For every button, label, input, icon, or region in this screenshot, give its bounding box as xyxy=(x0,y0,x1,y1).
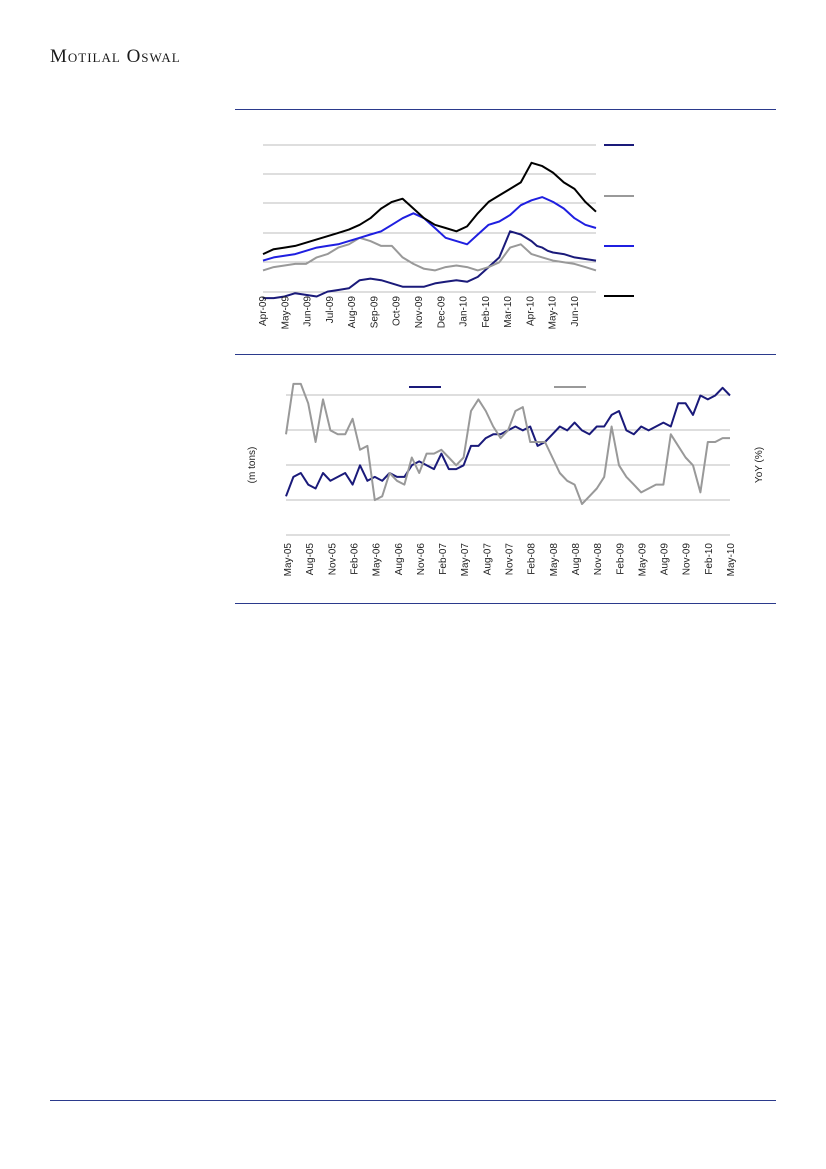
chart2-series xyxy=(285,382,731,505)
chart1-x-tick-label: Mar-10 xyxy=(503,296,514,328)
chart1-grid xyxy=(263,144,596,293)
chart2-x-tick-label: Feb-07 xyxy=(438,543,449,575)
chart2-x-tick-label: May-07 xyxy=(460,543,471,577)
chart2-x-tick-label: Aug-06 xyxy=(394,543,405,576)
chart2-y2label: YoY (%) xyxy=(754,447,765,483)
chart1-x-tick-label: Dec-09 xyxy=(436,296,447,329)
chart2-x-tick-label: May-05 xyxy=(283,543,294,577)
chart1-x-tick-label: Aug-09 xyxy=(347,296,358,329)
chart2-grid xyxy=(286,394,730,536)
chart1-x-tick-label: Apr-09 xyxy=(258,296,269,326)
chart1-x-ticks: Apr-09 May-09 Jun-09 Jul-09 Aug-09 Sep-09 Oct-… xyxy=(258,296,581,330)
chart2-x-tick-label: Nov-07 xyxy=(505,543,516,576)
chart2-x-tick-label: Aug-07 xyxy=(482,543,493,576)
chart2-x-tick-label: May-06 xyxy=(372,543,383,577)
chart1-legend xyxy=(604,144,634,297)
chart2-x-tick-label: Nov-09 xyxy=(682,543,693,576)
chart1-x-tick-label: Jan-10 xyxy=(459,296,470,327)
chart1-x-tick-label: Feb-10 xyxy=(481,296,492,328)
chart1-x-tick-label: Apr-10 xyxy=(525,296,536,326)
chart2-x-tick-label: May-09 xyxy=(637,543,648,577)
chart2-x-tick-label: May-10 xyxy=(726,543,737,577)
chart2-series-line-1 xyxy=(285,386,731,497)
chart2-x-tick-label: Feb-08 xyxy=(527,543,538,575)
chart2-x-tick-label: Nov-08 xyxy=(593,543,604,576)
footer-rule xyxy=(50,1100,776,1101)
chart2-bottom-rule xyxy=(235,603,776,604)
chart1-series-line-4 xyxy=(262,161,597,256)
chart1-x-tick-label: Oct-09 xyxy=(392,296,403,326)
chart2-x-tick-label: Nov-06 xyxy=(416,543,427,576)
chart1-x-tick-label: May-10 xyxy=(548,296,559,330)
chart1-x-tick-label: May-09 xyxy=(280,296,291,330)
chart2-x-ticks: May-05 Aug-05 Nov-05 Feb-06 May-06 Aug-06 Nov-… xyxy=(283,543,737,577)
chart-divider-rule xyxy=(235,354,776,355)
chart1-x-tick-label: Jun-10 xyxy=(570,296,581,327)
chart2-series-line-2 xyxy=(285,382,730,505)
chart2-x-tick-label: Aug-08 xyxy=(571,543,582,576)
chart2-x-tick-label: Aug-05 xyxy=(305,543,316,576)
chart2-x-tick-label: Feb-10 xyxy=(704,543,715,575)
chart2-ylabel: (m tons) xyxy=(247,447,258,484)
chart2-x-tick-label: May-08 xyxy=(549,543,560,577)
chart1-x-tick-label: Nov-09 xyxy=(414,296,425,329)
chart1-x-tick-label: Jul-09 xyxy=(325,296,336,324)
chart1-top-rule xyxy=(235,109,776,110)
chart1-series-line-2 xyxy=(262,236,597,272)
chart2-x-tick-label: Feb-09 xyxy=(615,543,626,575)
chart1-x-tick-label: Sep-09 xyxy=(369,296,380,329)
chart1-series xyxy=(262,161,597,300)
brand-logo: Motilal Oswal xyxy=(50,46,181,67)
chart1-x-tick-label: Jun-09 xyxy=(303,296,314,327)
chart2-x-tick-label: Feb-06 xyxy=(349,543,360,575)
chart2-x-tick-label: Aug-09 xyxy=(660,543,671,576)
chart1-series-line-1 xyxy=(263,230,597,300)
chart1-series-line-3 xyxy=(262,196,597,262)
chart2-x-tick-label: Nov-05 xyxy=(327,543,338,576)
